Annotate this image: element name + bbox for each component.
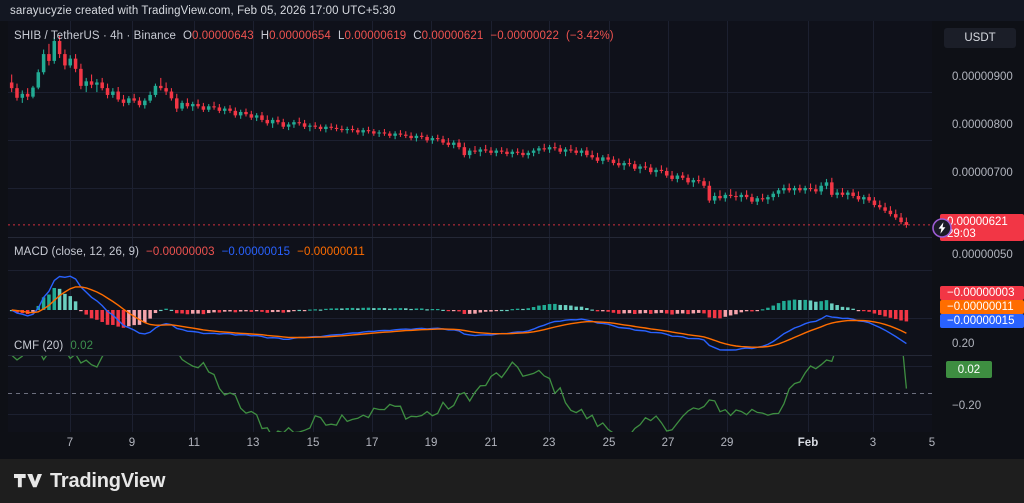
- pane-separator-macd-cmf[interactable]: [8, 355, 1006, 356]
- time-axis[interactable]: 7 9 11 13 15 17 19 21 23 25 27 29 Feb 3 5: [8, 432, 1006, 458]
- attribution-bar: sarayucyzie created with TradingView.com…: [0, 0, 1024, 21]
- price-tick-900: 0.00000900: [952, 71, 1013, 83]
- time-tick-25: 25: [602, 437, 616, 449]
- footer-bar: TradingView: [0, 459, 1024, 503]
- price-tick-macd: 0.00000050: [952, 249, 1013, 261]
- time-tick-feb: Feb: [797, 437, 819, 449]
- time-tick-29: 29: [720, 437, 734, 449]
- cmf-value-badge[interactable]: 0.02: [946, 361, 992, 378]
- macd-pane[interactable]: [8, 238, 940, 355]
- chart-frame: [0, 21, 1024, 459]
- time-tick-5: 5: [928, 437, 936, 449]
- macd-hist-badge[interactable]: −0.00000003: [940, 286, 1024, 300]
- time-tick-7: 7: [66, 437, 74, 449]
- price-tick-700: 0.00000700: [952, 167, 1013, 179]
- last-price-badge[interactable]: 0.00000621 29:03: [940, 214, 1024, 241]
- time-tick-17: 17: [365, 437, 379, 449]
- pane-separator-price-macd[interactable]: [8, 237, 1006, 238]
- macd-line-badge[interactable]: −0.00000015: [940, 314, 1024, 328]
- time-tick-15: 15: [306, 437, 320, 449]
- macd-series: [9, 275, 909, 351]
- cmf-pane[interactable]: [8, 356, 940, 452]
- price-tick-800: 0.00000800: [952, 119, 1013, 131]
- lightning-bolt-icon[interactable]: [932, 218, 952, 238]
- last-price-value: 0.00000621: [947, 215, 1008, 228]
- price-pane[interactable]: [8, 21, 940, 237]
- time-tick-23: 23: [542, 437, 556, 449]
- time-tick-19: 19: [424, 437, 438, 449]
- time-tick-11: 11: [188, 437, 200, 449]
- cmf-tick-top: 0.20: [952, 338, 975, 350]
- candlestick-series: [8, 35, 940, 228]
- cmf-series: [8, 356, 940, 444]
- time-tick-3: 3: [869, 437, 877, 449]
- tradingview-logo-icon: [14, 474, 42, 488]
- time-tick-9: 9: [128, 437, 136, 449]
- cmf-tick-bottom: −0.20: [952, 400, 982, 412]
- chart-plot-area[interactable]: [8, 21, 1006, 452]
- macd-signal-badge[interactable]: −0.00000011: [940, 300, 1024, 314]
- currency-badge[interactable]: USDT: [944, 28, 1016, 48]
- brand-name: TradingView: [50, 469, 166, 492]
- bar-countdown: 29:03: [947, 228, 976, 240]
- time-tick-21: 21: [484, 437, 498, 449]
- time-tick-27: 27: [661, 437, 675, 449]
- attribution-text: sarayucyzie created with TradingView.com…: [10, 4, 396, 17]
- time-tick-13: 13: [246, 437, 260, 449]
